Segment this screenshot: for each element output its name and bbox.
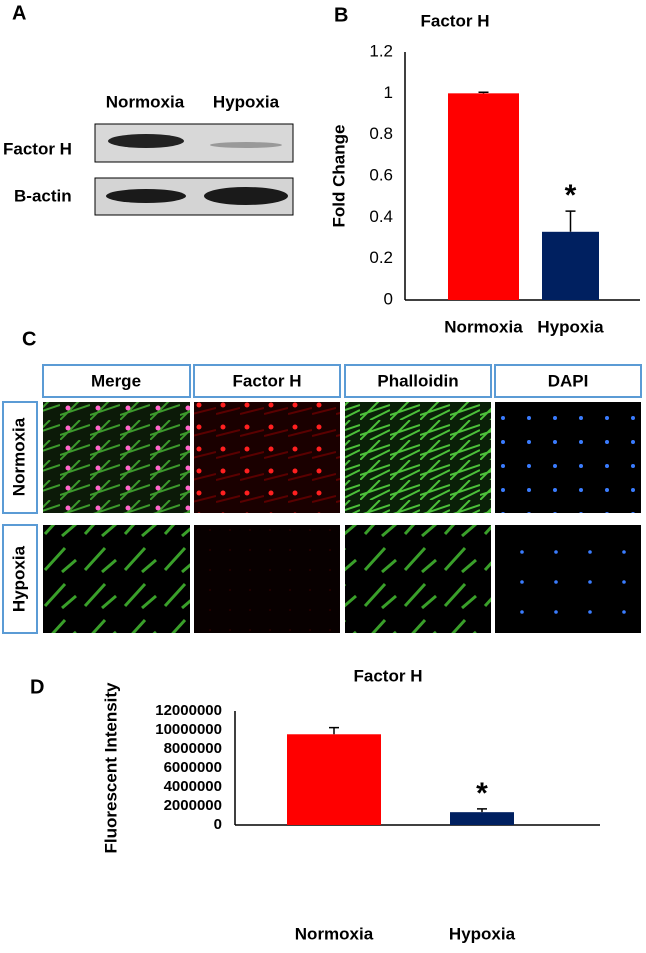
y-tick-label: 8000000 [164,740,222,757]
column-header: Phalloidin [377,371,458,390]
error-bar [477,808,487,813]
bar [287,734,381,825]
y-tick-label: 1.2 [369,41,393,60]
panel-label: D [30,676,44,698]
microscopy-grid: Merge Factor H Phalloidin DAPI Normoxia … [2,364,642,634]
row-box [2,524,38,634]
micrograph [345,525,491,633]
bar [542,231,599,300]
y-tick-label: 2000000 [164,797,222,814]
blot-band [108,134,184,148]
blot-row: Factor H [3,139,72,158]
row-box [2,401,38,514]
error-bar [565,210,576,232]
blot-column: Normoxia [106,92,185,111]
micrograph [495,525,641,633]
blot-column: Hypoxia [213,92,280,111]
micrograph [495,402,641,513]
micrograph [43,402,190,513]
x-tick-label: Hypoxia [537,317,604,336]
y-tick-label: 0.6 [369,165,393,184]
header-box [193,364,341,398]
error-bar [478,91,489,94]
y-tick-label: 6000000 [164,759,222,776]
y-tick-label: 0 [214,816,222,833]
chart-title: Factor H [421,11,490,30]
bar [450,812,514,825]
blot-band [204,187,288,205]
chart-title: Factor H [354,666,423,685]
y-tick-label: 1 [384,83,393,102]
micrograph [345,402,491,513]
micrograph [194,402,340,513]
bar [448,93,519,300]
panel-label: C [22,328,36,350]
blot-row: B-actin [14,186,72,205]
y-tick-label: 10000000 [155,721,222,738]
y-tick-label: 4000000 [164,778,222,795]
x-tick-label: Normoxia [295,924,374,943]
y-tick-label: 0.8 [369,124,393,143]
error-bar [329,726,339,735]
panel-label: A [12,2,26,24]
x-tick-label: Normoxia [444,317,523,336]
column-header: Merge [91,371,141,390]
micrograph [43,525,190,633]
y-tick-label: 0.2 [369,248,393,267]
blot-band [210,142,282,148]
row-header: Hypoxia [9,545,28,612]
significance-mark: * [476,777,488,810]
header-box [344,364,492,398]
micrograph [194,525,340,633]
y-axis-label: Fold Change [329,125,348,228]
y-axis-label: Fluorescent Intensity [101,682,120,854]
significance-mark: * [565,179,577,212]
panel-label: B [334,4,348,26]
column-header: DAPI [548,371,589,390]
header-box [42,364,191,398]
y-tick-label: 0.4 [369,207,393,226]
y-tick-label: 0 [384,289,393,308]
row-header: Normoxia [9,417,28,496]
y-tick-label: 12000000 [155,702,222,719]
blot-band [106,189,186,203]
header-box [494,364,642,398]
x-tick-label: Hypoxia [449,924,516,943]
column-header: Factor H [233,371,302,390]
